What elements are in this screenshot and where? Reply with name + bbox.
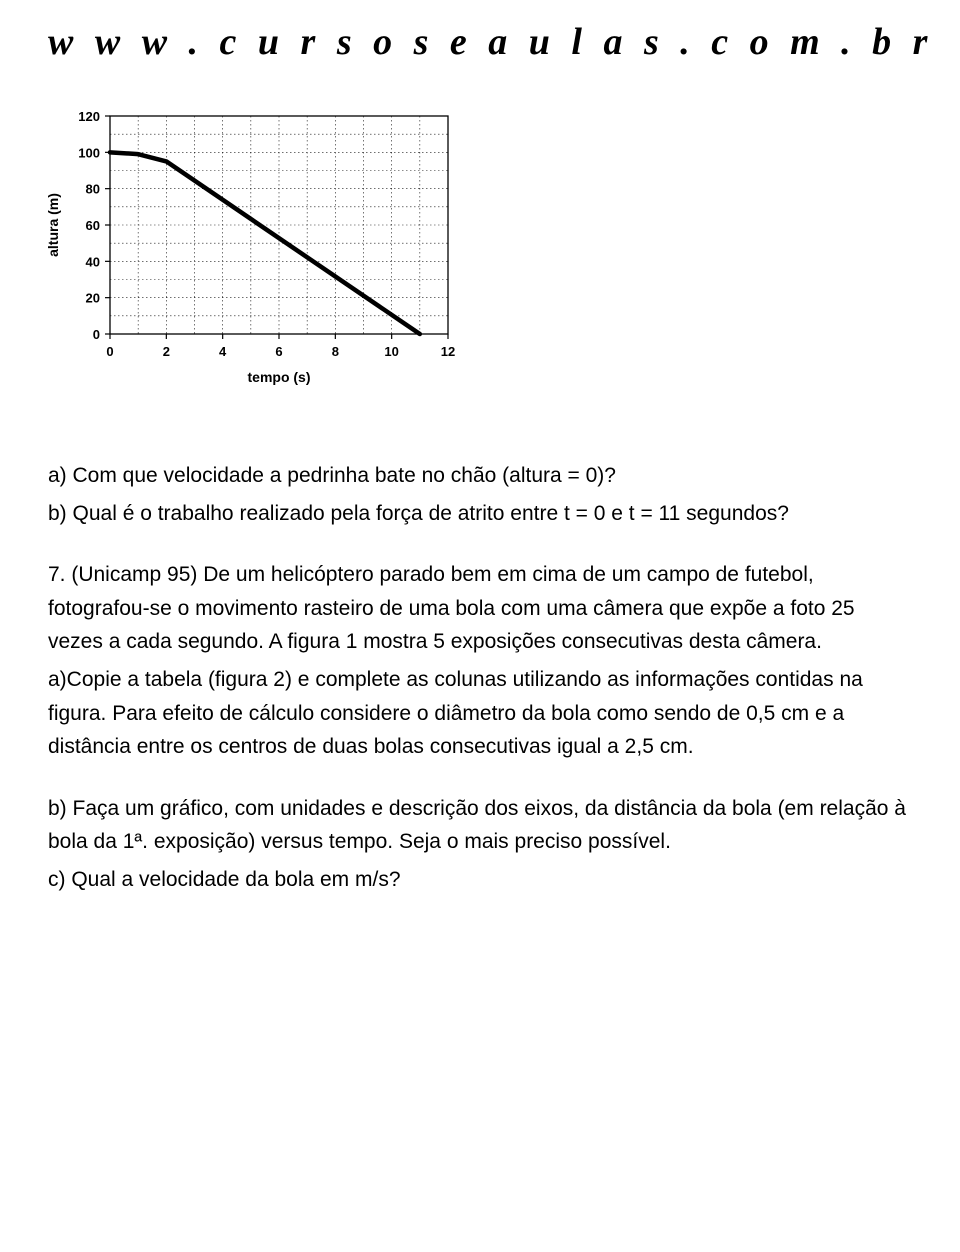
svg-text:100: 100 [78, 145, 100, 160]
question-body: a) Com que velocidade a pedrinha bate no… [48, 459, 912, 897]
svg-text:60: 60 [86, 218, 100, 233]
svg-text:10: 10 [384, 344, 398, 359]
svg-text:6: 6 [275, 344, 282, 359]
svg-text:40: 40 [86, 254, 100, 269]
svg-text:12: 12 [441, 344, 455, 359]
question-a: a) Com que velocidade a pedrinha bate no… [48, 459, 912, 493]
svg-text:0: 0 [106, 344, 113, 359]
svg-text:20: 20 [86, 291, 100, 306]
page: w w w . c u r s o s e a u l a s . c o m … [0, 0, 960, 1252]
question-7-a: a)Copie a tabela (figura 2) e complete a… [48, 663, 912, 764]
svg-text:tempo (s): tempo (s) [248, 369, 311, 385]
question-7-c: c) Qual a velocidade da bola em m/s? [48, 863, 912, 897]
svg-text:4: 4 [219, 344, 227, 359]
svg-text:2: 2 [163, 344, 170, 359]
svg-text:0: 0 [93, 327, 100, 342]
site-header: w w w . c u r s o s e a u l a s . c o m … [48, 20, 912, 64]
svg-text:altura (m): altura (m) [45, 193, 61, 257]
question-7-b: b) Faça um gráfico, com unidades e descr… [48, 792, 912, 859]
altura-tempo-chart: 024681012020406080100120tempo (s)altura … [38, 104, 912, 399]
question-7-intro: 7. (Unicamp 95) De um helicóptero parado… [48, 558, 912, 659]
svg-text:120: 120 [78, 109, 100, 124]
svg-text:80: 80 [86, 182, 100, 197]
chart-svg: 024681012020406080100120tempo (s)altura … [38, 104, 468, 394]
svg-text:8: 8 [332, 344, 339, 359]
question-b: b) Qual é o trabalho realizado pela forç… [48, 497, 912, 531]
